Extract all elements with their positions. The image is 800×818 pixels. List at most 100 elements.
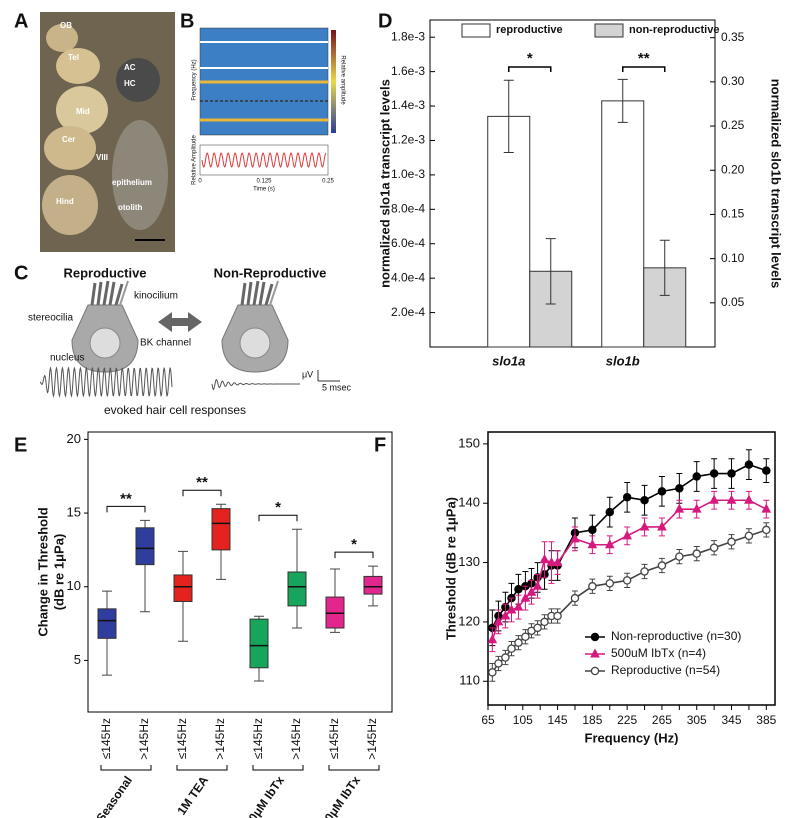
marker [744,494,754,504]
marker [552,557,563,567]
significance-bracket [334,551,374,559]
panel-label: D [378,10,392,32]
marker [727,537,736,547]
marker [521,632,530,642]
y2-tick-label: 0.35 [721,30,745,44]
anatomy-label: Tel [68,53,79,62]
group-label: 500μM IbTx [314,773,363,818]
x-tick-label: 185 [582,713,602,727]
marker [506,604,517,614]
marker [657,487,667,496]
marker [553,611,562,621]
x-tick-label: 105 [513,713,533,727]
x-tick-label: 265 [652,713,672,727]
marker [590,632,600,642]
significance-bracket [508,66,552,72]
y-axis-label: normalized slo1a transcript levels [377,79,392,288]
marker [520,592,531,602]
y-axis-label: (dB re 1μPa) [51,534,66,611]
significance-bracket [622,66,666,72]
marker [675,484,684,493]
plot-frame [429,19,716,348]
marker [709,494,719,504]
x-tick-label: ≤145Hz [327,718,341,759]
marker [762,525,771,535]
legend-swatch [594,23,624,38]
y-axis-label: Change in Threshold [35,507,50,636]
y-tick-label: 150 [458,435,480,450]
marker [493,616,504,626]
x-tick-label: 385 [756,713,776,727]
marker [622,530,632,540]
significance-label: * [351,536,357,553]
anatomy-label: VIII [96,153,108,162]
scale-label: μV [302,369,313,379]
marker [533,623,542,633]
marker [540,617,549,627]
significance-bracket [182,489,222,497]
marker [605,507,615,517]
marker [709,469,719,478]
marker [622,493,632,502]
y-tick-label: 10 [67,578,81,593]
anatomy-label: otolith [118,203,143,212]
diagram-label: kinocilium [134,291,178,302]
marker [605,579,615,588]
x-tick-label: 305 [687,713,707,727]
significance-label: ** [638,50,650,67]
marker [709,543,719,552]
y2-tick-label: 0.20 [721,162,745,176]
marker [526,586,537,596]
x-tick-label: >145Hz [289,718,303,760]
photo: OB Tel AC HC Mid Cer VIII Hind epitheliu… [40,12,175,252]
group-bracket [252,765,304,771]
marker [587,539,598,549]
marker [500,610,511,620]
bar [487,115,531,348]
marker [692,472,701,481]
legend-label: 500uM IbTx (n=4) [611,646,706,660]
y-tick-label: 110 [459,673,480,688]
x-tick-label: 225 [617,713,637,727]
y-tick-label: 130 [458,554,480,569]
diagram-label: stereocilia [28,313,73,324]
marker [590,666,600,676]
anatomy-label: Mid [76,107,90,116]
marker [588,582,597,591]
hair-cell-diagram: Reproductive Non-Reproductive kinocilium… [28,265,352,417]
tick-label: 0.25 [322,179,334,185]
legend-label: non-reproductive [629,24,719,36]
x-tick-label: >145Hz [365,718,379,760]
group-bracket [176,765,228,771]
marker [640,567,649,576]
x-tick-label: 345 [721,713,741,727]
marker [546,557,557,567]
spectrogram: Frequency (Hz) Relative amplitude Relati… [192,27,345,193]
diagram-title: Reproductive [63,265,146,280]
y-tick-label: 6.0e-4 [391,236,425,250]
marker [570,593,580,603]
series-line [491,499,767,640]
tick-label: 0.125 [256,179,272,185]
group-bracket [328,765,380,771]
marker [588,525,597,535]
anatomy-label: Cer [62,135,75,144]
plot-frame [87,431,393,713]
x-tick-label: ≤145Hz [175,718,189,759]
y2-tick-label: 0.30 [721,74,745,88]
marker [674,503,685,513]
diagram-label: BK channel [140,338,191,349]
bar [601,100,645,348]
marker [639,521,650,531]
x-tick-label: ≤145Hz [251,718,265,759]
y-axis-label: Threshold (dB re 1μPa) [443,497,458,640]
marker [487,634,498,644]
group-label: 100μM IbTx [238,773,287,818]
y2-tick-label: 0.05 [721,295,745,309]
legend-swatch [461,23,491,38]
anatomy-label: Hind [56,197,74,206]
marker [744,531,754,541]
marker [692,549,701,558]
y-tick-label: 1.0e-3 [391,167,425,181]
